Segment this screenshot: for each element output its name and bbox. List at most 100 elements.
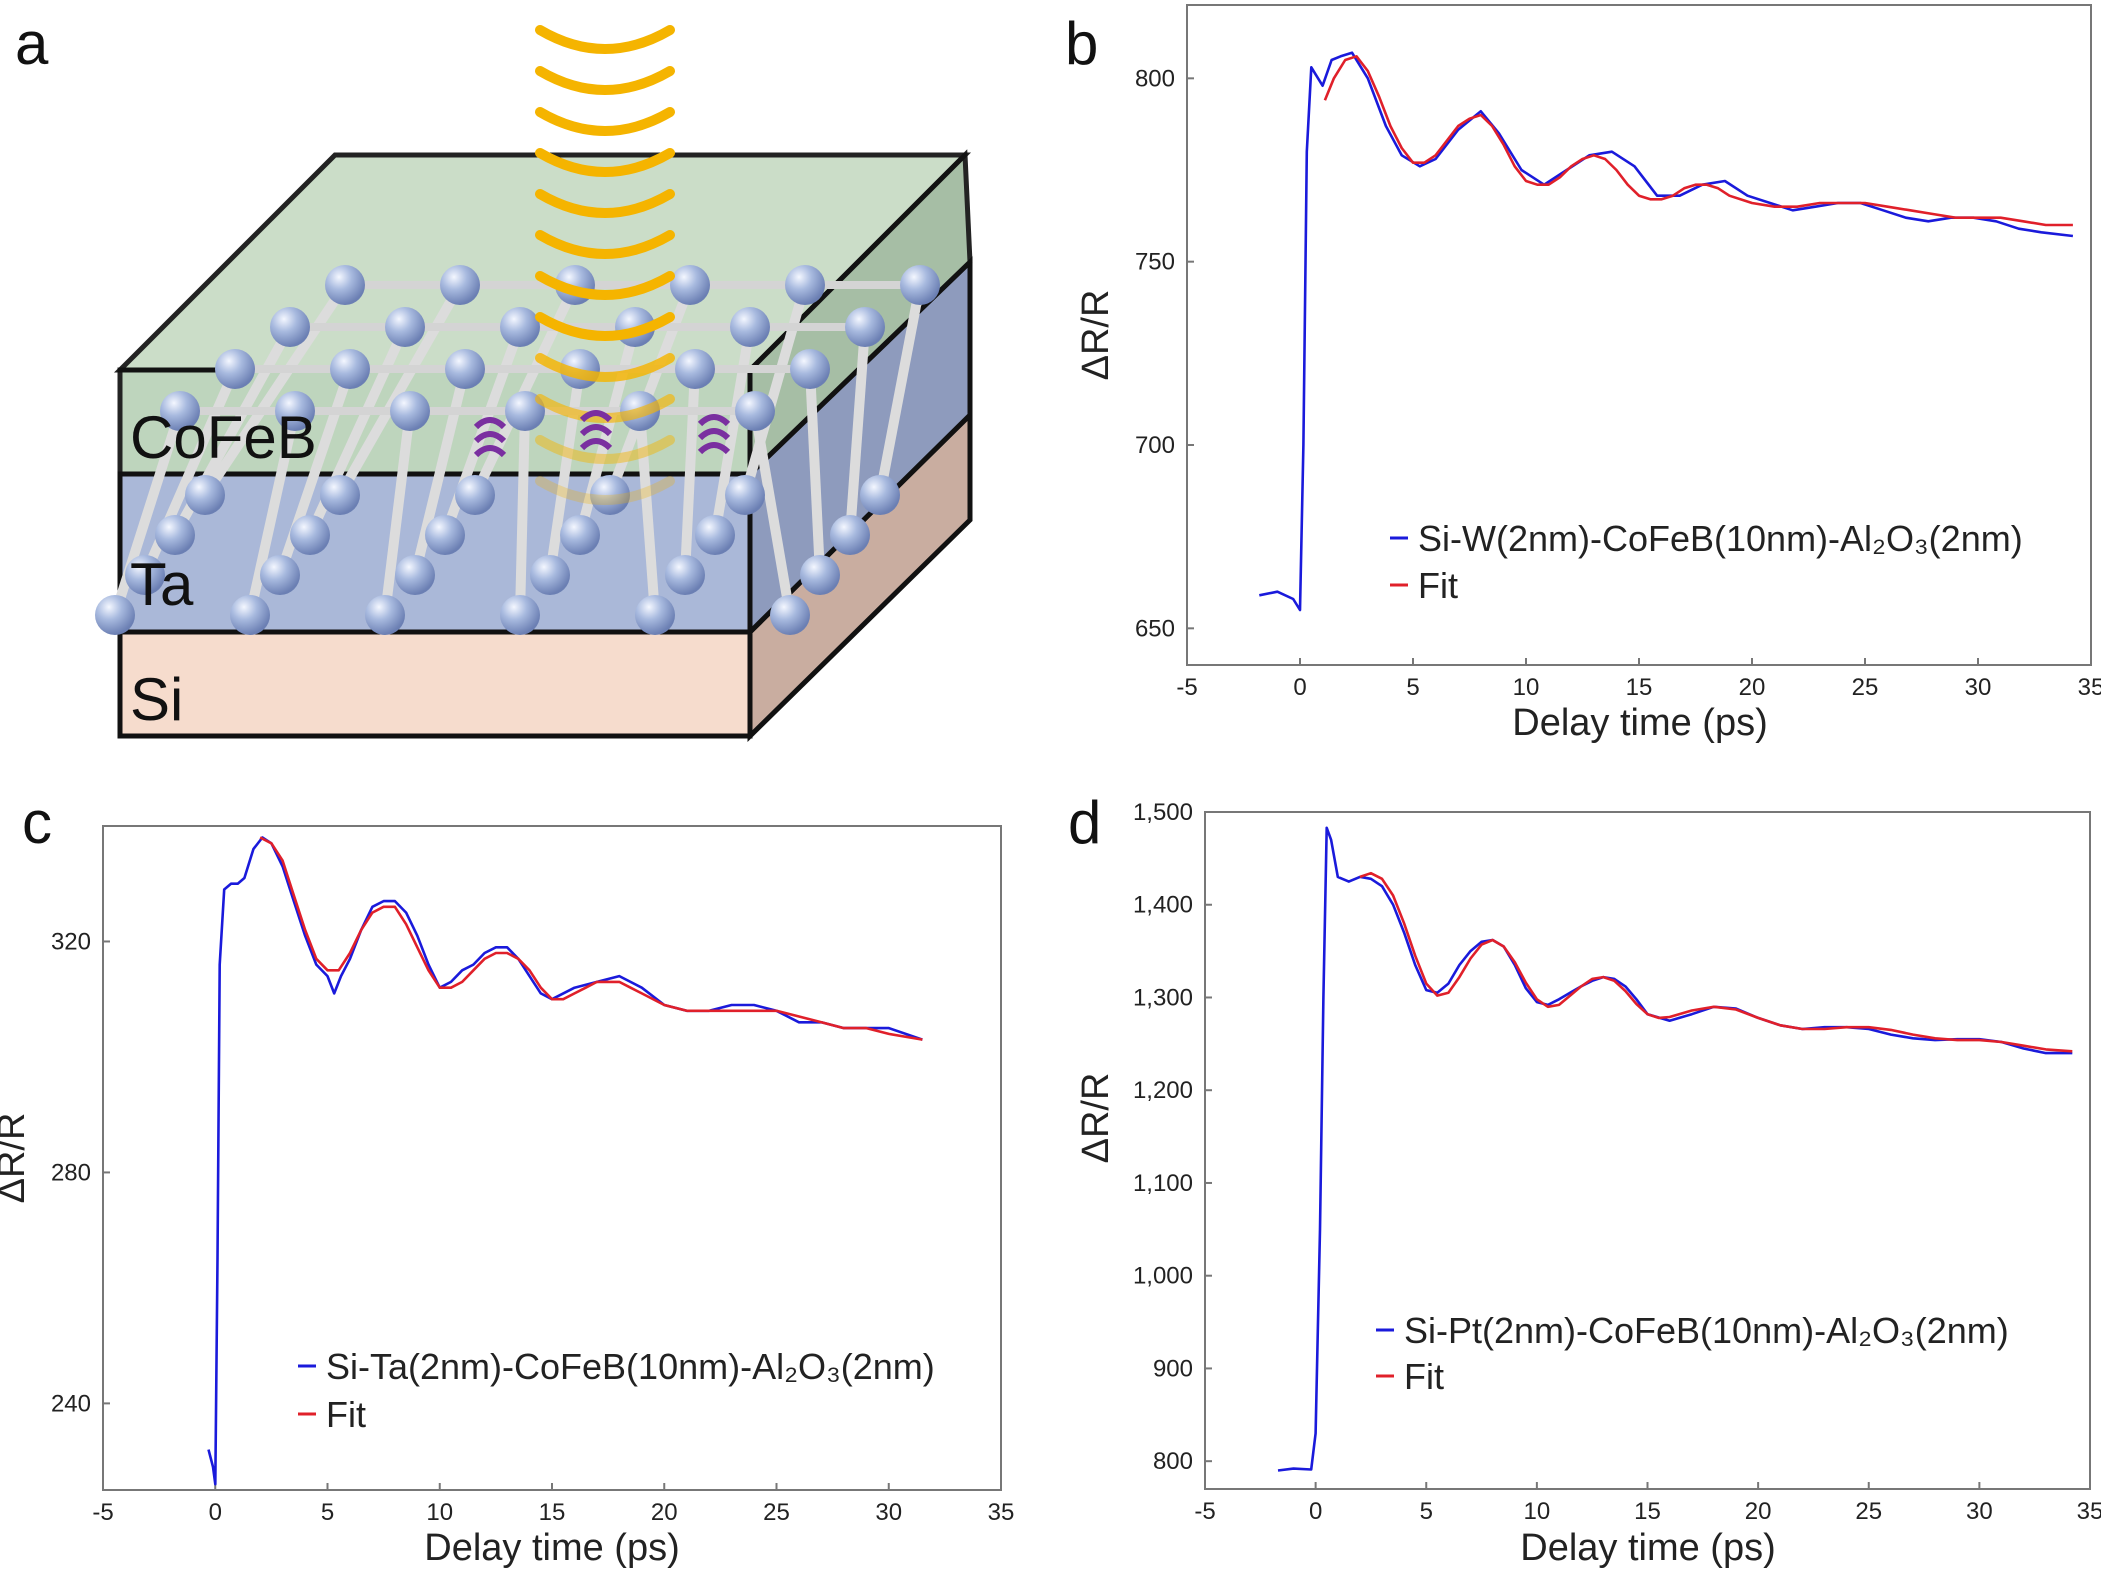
atom (125, 555, 165, 595)
panel-letter-b: b (1065, 10, 1098, 77)
y-tick-label-d: 1,400 (1133, 892, 1193, 919)
legend-b: Si-W(2nm)-CoFeB(10nm)-Al₂O₃(2nm) Fit (1390, 518, 2023, 606)
atom (215, 349, 255, 389)
x-tick-label-b: 20 (1739, 674, 1766, 701)
x-tick-label-d: 20 (1745, 1498, 1772, 1525)
wave-arc (535, 66, 675, 95)
y-tick-label-b: 800 (1135, 65, 1175, 92)
x-tick-label-d: -5 (1194, 1498, 1215, 1525)
layer-label-cofeb: CoFeB (130, 404, 317, 471)
atom-lattice (95, 265, 940, 635)
y-tick-label-c: 240 (51, 1390, 91, 1417)
atom (330, 349, 370, 389)
spin-arc (697, 414, 731, 427)
acoustic-wave (535, 25, 675, 505)
atom (185, 475, 225, 515)
atom-bond (845, 326, 870, 536)
atom (270, 307, 310, 347)
atom (260, 555, 300, 595)
atom (635, 595, 675, 635)
x-tick-label-b: -5 (1176, 674, 1197, 701)
atom-bond (515, 410, 530, 616)
schematic-panel: a CoFeB Ta Si (15, 10, 973, 742)
wave-arc (535, 476, 675, 505)
y-tick-label-d: 1,000 (1133, 1263, 1193, 1290)
legend-label-c-fit: Fit (326, 1394, 366, 1435)
panel-letter-d: d (1068, 789, 1101, 856)
wave-arc (535, 230, 675, 259)
atom (785, 265, 825, 305)
x-tick-label-c: 35 (988, 1499, 1015, 1526)
x-tick-label-c: 10 (426, 1499, 453, 1526)
y-tick-label-b: 650 (1135, 615, 1175, 642)
legend-label-b-data: Si-W(2nm)-CoFeB(10nm)-Al₂O₃(2nm) (1418, 518, 2023, 559)
x-tick-label-b: 15 (1626, 674, 1653, 701)
x-tick-label-d: 25 (1855, 1498, 1882, 1525)
data-series-d (1277, 826, 2073, 1472)
x-tick-label-d: 10 (1524, 1498, 1551, 1525)
plot-area-d (1204, 811, 2091, 1490)
plot-area-b (1186, 4, 2092, 666)
atom-bond (470, 282, 580, 498)
legend-label-c-data: Si-Ta(2nm)-CoFeB(10nm)-Al₂O₃(2nm) (326, 1346, 935, 1387)
atom (160, 391, 200, 431)
atom (530, 555, 570, 595)
atom (365, 595, 405, 635)
atom (590, 475, 630, 515)
atom-bond (605, 283, 695, 497)
atom (560, 515, 600, 555)
y-tick-label-c: 280 (51, 1159, 91, 1186)
atom-bond (200, 282, 350, 498)
atom-bond (380, 410, 415, 616)
atom (390, 391, 430, 431)
x-tick-label-c: 25 (763, 1499, 790, 1526)
wave-arc (535, 189, 675, 218)
spin-arcs (473, 410, 731, 458)
x-tick-label-d: 15 (1634, 1498, 1661, 1525)
atom-bond (740, 283, 810, 497)
y-tick-label-d: 1,500 (1133, 799, 1193, 826)
wave-arc (535, 312, 675, 341)
atom (800, 555, 840, 595)
fit-series-c (259, 836, 923, 1041)
chart-panel-b: b -5 0 5 10 15 20 25 30 35 650 700 750 800 Delay tim… (1065, 4, 2101, 744)
spin-arc (473, 445, 507, 458)
atom (735, 391, 775, 431)
layer-label-si: Si (130, 666, 183, 733)
atom-bond (245, 409, 300, 617)
x-tick-label-b: 35 (2078, 674, 2101, 701)
atom (670, 265, 710, 305)
atom (325, 265, 365, 305)
panel-letter-c: c (22, 789, 52, 856)
atom (830, 515, 870, 555)
atom (725, 475, 765, 515)
wave-arc (535, 353, 675, 382)
atom (445, 349, 485, 389)
spin-arc (697, 428, 731, 441)
wave-arc (535, 148, 675, 177)
x-tick-label-b: 30 (1965, 674, 1992, 701)
atom (440, 265, 480, 305)
chart-b-marks: -5 0 5 10 15 20 25 30 35 650 700 750 800 (1135, 51, 2101, 701)
wave-arc (535, 435, 675, 464)
x-tick-label-c: 20 (651, 1499, 678, 1526)
atom (900, 265, 940, 305)
y-tick-label-b: 700 (1135, 432, 1175, 459)
atom (665, 555, 705, 595)
chart-d-marks: -5 0 5 10 15 20 25 30 35 800 900 1,000 1,100 1,200 1,3… (1133, 799, 2101, 1525)
x-axis-title-d: Delay time (ps) (1520, 1527, 1776, 1569)
legend-label-b-fit: Fit (1418, 565, 1458, 606)
spin-arc (473, 417, 507, 430)
y-axis-title-d: ΔR/R (1075, 1073, 1117, 1164)
x-tick-label-b: 10 (1513, 674, 1540, 701)
x-tick-label-d: 5 (1420, 1498, 1433, 1525)
y-tick-label-d: 1,300 (1133, 984, 1193, 1011)
atom (695, 515, 735, 555)
atom (675, 349, 715, 389)
x-axis-title-b: Delay time (ps) (1512, 702, 1768, 744)
legend-label-d-data: Si-Pt(2nm)-CoFeB(10nm)-Al₂O₃(2nm) (1404, 1310, 2009, 1351)
atom (155, 515, 195, 555)
spin-arc (697, 442, 731, 455)
atom (455, 475, 495, 515)
